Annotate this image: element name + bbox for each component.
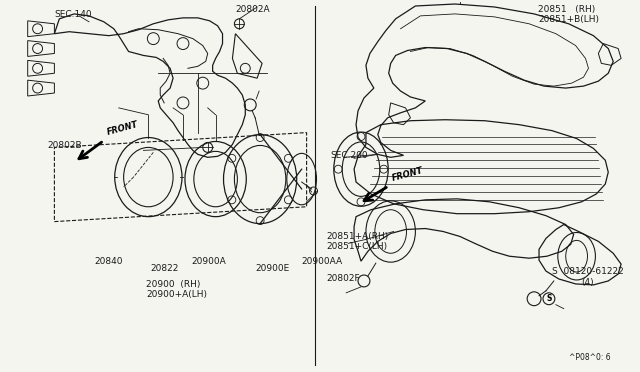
Text: 20802A: 20802A (236, 5, 270, 14)
Text: 20851   (RH): 20851 (RH) (538, 5, 595, 14)
Text: 20822: 20822 (150, 264, 179, 273)
Text: SEC.200: SEC.200 (330, 151, 368, 160)
Text: 20900A: 20900A (191, 257, 226, 266)
Text: 20900AA: 20900AA (301, 257, 343, 266)
Text: ^P08^0: 6: ^P08^0: 6 (569, 353, 611, 362)
Text: 20851+B(LH): 20851+B(LH) (538, 15, 599, 24)
Text: (4): (4) (582, 278, 594, 287)
Text: 20851+A(RH): 20851+A(RH) (326, 232, 388, 241)
Text: SEC.140: SEC.140 (54, 10, 92, 19)
Text: 20900  (RH): 20900 (RH) (147, 280, 201, 289)
Text: FRONT: FRONT (390, 166, 424, 183)
Text: 20802B: 20802B (47, 141, 82, 150)
Text: 20840: 20840 (94, 257, 122, 266)
Text: 20802F: 20802F (326, 274, 360, 283)
Text: 20900E: 20900E (255, 264, 289, 273)
Text: 20851+C(LH): 20851+C(LH) (326, 242, 387, 251)
Text: 20900+A(LH): 20900+A(LH) (147, 290, 207, 299)
Text: S: S (546, 294, 552, 303)
Text: S  08120-61222: S 08120-61222 (552, 267, 623, 276)
Text: FRONT: FRONT (106, 119, 139, 137)
